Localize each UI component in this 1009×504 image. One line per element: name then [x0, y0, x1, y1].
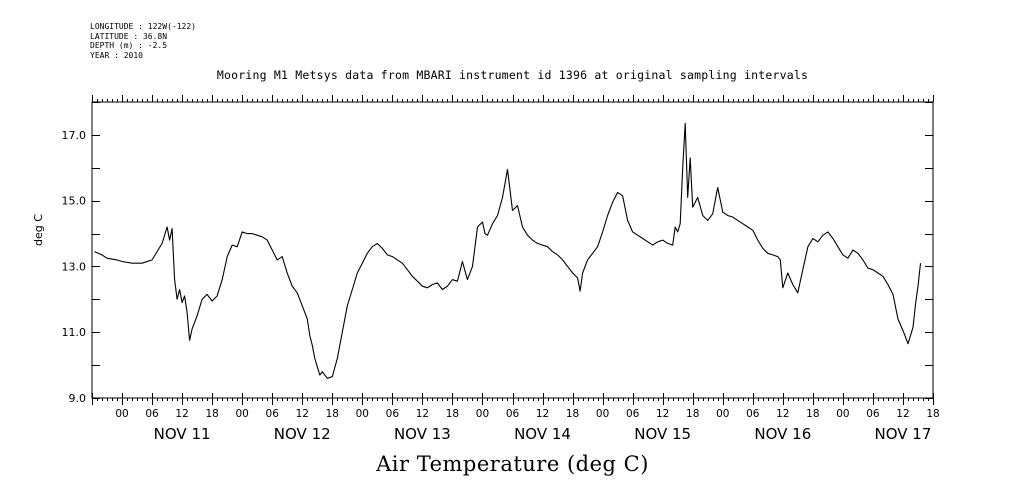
- y-tick-label: 13.0: [62, 260, 87, 273]
- x-hour-label: 06: [266, 408, 280, 420]
- x-hour-label: 18: [926, 408, 939, 420]
- x-day-label: NOV 11: [154, 425, 211, 443]
- x-hour-label: 06: [626, 408, 640, 420]
- meta-latitude: LATITUDE : 36.8N: [90, 31, 168, 41]
- x-hour-label: 12: [175, 408, 188, 420]
- x-day-label: NOV 14: [514, 425, 571, 443]
- y-tick-label: 17.0: [62, 129, 87, 142]
- x-hour-label: 00: [356, 408, 369, 420]
- y-axis-title: deg C: [32, 214, 45, 246]
- chart-title: Mooring M1 Metsys data from MBARI instru…: [216, 68, 809, 82]
- y-tick-label: 11.0: [62, 326, 87, 339]
- x-hour-label: 18: [446, 408, 459, 420]
- x-hour-label: 12: [296, 408, 309, 420]
- x-hour-label: 00: [476, 408, 489, 420]
- meta-depth: DEPTH (m) : -2.5: [90, 41, 168, 50]
- x-hour-label: 06: [386, 408, 400, 420]
- x-hour-label: 06: [506, 408, 520, 420]
- metadata-block: LONGITUDE : 122W(-122) LATITUDE : 36.8N …: [90, 22, 196, 60]
- x-day-label: NOV 17: [875, 425, 932, 443]
- x-hour-label: 18: [326, 408, 339, 420]
- x-hour-label: 12: [896, 408, 909, 420]
- x-hour-label: 12: [656, 408, 669, 420]
- meta-year: YEAR : 2010: [90, 50, 143, 60]
- meta-longitude: LONGITUDE : 122W(-122): [90, 22, 196, 31]
- x-hour-label: 12: [416, 408, 429, 420]
- x-day-label: NOV 13: [394, 425, 451, 443]
- x-hour-label: 00: [716, 408, 729, 420]
- x-hour-label: 18: [686, 408, 699, 420]
- x-hour-label: 18: [566, 408, 579, 420]
- series-line-0: [94, 122, 922, 379]
- x-axis-label: Air Temperature (deg C): [376, 452, 649, 476]
- y-tick-label: 15.0: [62, 195, 87, 208]
- x-hour-label: 00: [115, 408, 128, 420]
- x-hour-label: 00: [596, 408, 609, 420]
- y-tick-label: 9.0: [69, 392, 87, 405]
- x-day-label: NOV 16: [754, 425, 811, 443]
- x-hour-label: 06: [145, 408, 159, 420]
- x-hour-label: 00: [235, 408, 248, 420]
- x-hour-label: 06: [746, 408, 760, 420]
- x-hour-label: 12: [776, 408, 789, 420]
- plot-frame: [91, 101, 934, 399]
- x-hour-label: 00: [836, 408, 849, 420]
- x-hour-label: 18: [205, 408, 218, 420]
- x-hour-label: 06: [866, 408, 880, 420]
- x-hour-label: 12: [536, 408, 549, 420]
- x-hour-label: 18: [806, 408, 819, 420]
- x-day-label: NOV 15: [634, 425, 691, 443]
- x-day-label: NOV 12: [274, 425, 331, 443]
